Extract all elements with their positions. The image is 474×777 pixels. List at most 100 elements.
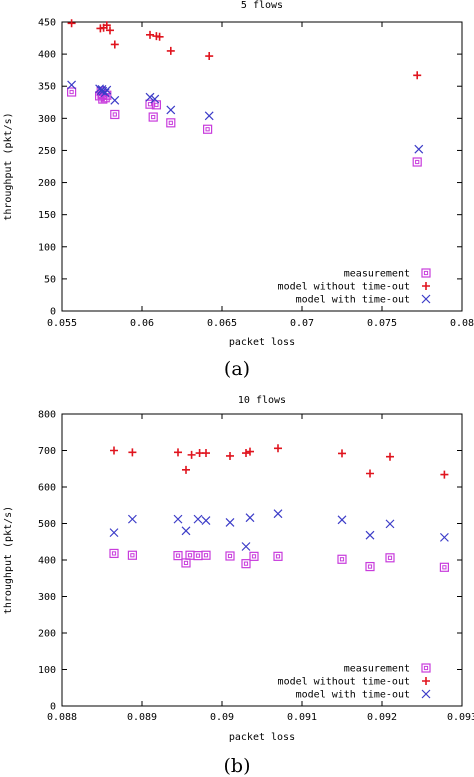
y-tick-label: 100: [38, 665, 56, 676]
x-tick-label: 0.092: [367, 712, 397, 723]
x-tick-label: 0.08: [450, 318, 474, 329]
point-model-with: [439, 532, 449, 542]
x-axis-label: packet loss: [229, 337, 295, 348]
x-tick-label: 0.093: [447, 712, 474, 723]
x-tick-label: 0.09: [210, 712, 234, 723]
y-tick-label: 100: [38, 242, 56, 253]
point-model-without: [67, 19, 76, 28]
y-tick-label: 400: [38, 556, 56, 567]
point-measurement: [203, 124, 213, 134]
x-tick-label: 0.088: [47, 712, 77, 723]
point-measurement: [365, 561, 375, 572]
point-measurement: [166, 118, 176, 128]
x-tick-label: 0.065: [207, 318, 237, 329]
y-tick-label: 200: [38, 178, 56, 189]
y-axis-label: throughput (pkt/s): [3, 506, 14, 614]
point-model-without: [386, 452, 394, 461]
point-model-with: [67, 80, 77, 90]
panel-b: 10 flows 0.088 0.089 0.09 0.091 0.092 0.093 0 10…: [3, 395, 474, 777]
point-measurement: [173, 551, 183, 561]
point-measurement: [185, 550, 195, 560]
y-axis-label: throughput (pkt/s): [3, 112, 14, 220]
x-tick-label: 0.06: [130, 318, 154, 329]
point-model-without: [440, 470, 449, 479]
point-model-with: [110, 95, 120, 105]
point-model-without: [366, 469, 374, 478]
point-measurement: [193, 551, 203, 561]
panel-caption: (a): [224, 358, 250, 380]
chart-title: 10 flows: [238, 395, 286, 406]
point-model-with: [181, 526, 191, 536]
legend-label-measurement: measurement: [344, 664, 410, 675]
point-model-without: [246, 447, 254, 456]
legend-marker-measurement: [421, 663, 431, 673]
point-model-with: [102, 85, 112, 95]
point-model-with: [225, 517, 235, 527]
x-axis-label: packet loss: [229, 732, 295, 743]
point-measurement: [145, 99, 155, 109]
point-model-without: [110, 446, 118, 455]
point-model-without: [205, 52, 214, 61]
point-measurement: [127, 550, 137, 560]
point-measurement: [148, 112, 158, 122]
point-model-with: [166, 105, 176, 115]
legend-label-model-with: model with time-out: [296, 295, 410, 306]
point-measurement: [66, 87, 77, 97]
point-measurement: [110, 109, 120, 120]
point-measurement: [181, 558, 191, 568]
point-model-without: [202, 449, 210, 458]
panel-a: 5 flows 0.055 0.06 0.065 0.07 0.075 0.08 0 50 100…: [3, 0, 474, 380]
point-model-without: [155, 32, 164, 41]
point-measurement: [241, 559, 251, 569]
y-tick-label: 0: [50, 702, 56, 713]
y-tick-label: 600: [38, 483, 56, 494]
point-model-with: [385, 519, 395, 529]
legend-label-model-without: model without time-out: [278, 282, 410, 293]
point-measurement: [337, 554, 347, 564]
point-model-without: [226, 451, 234, 460]
x-tick-label: 0.07: [290, 318, 314, 329]
point-measurement: [109, 548, 119, 559]
legend-label-model-without: model without time-out: [278, 677, 410, 688]
point-measurement: [273, 551, 283, 561]
y-tick-label: 500: [38, 519, 56, 530]
x-tick-label: 0.055: [47, 318, 77, 329]
y-tick-label: 50: [44, 274, 56, 285]
legend-label-model-with: model with time-out: [296, 690, 410, 701]
y-tick-label: 350: [38, 82, 56, 93]
point-measurement: [201, 550, 211, 560]
point-model-with: [109, 528, 119, 538]
point-model-with: [100, 88, 110, 98]
y-tick-label: 300: [38, 114, 56, 125]
point-model-with: [365, 530, 375, 540]
plot-area: [61, 21, 463, 312]
point-model-without: [102, 21, 111, 30]
point-measurement: [249, 551, 259, 561]
y-tick-label: 700: [38, 446, 56, 457]
legend-marker-model-without: [422, 677, 430, 685]
x-tick-label: 0.075: [367, 318, 397, 329]
legend-marker-model-with: [421, 689, 431, 699]
point-model-with: [273, 509, 283, 519]
point-model-without: [166, 46, 175, 55]
point-model-without: [187, 450, 196, 459]
chart-title: 5 flows: [241, 0, 283, 11]
y-tick-label: 200: [38, 629, 56, 640]
x-tick-label: 0.091: [287, 712, 317, 723]
y-tick-label: 300: [38, 592, 56, 603]
point-model-without: [242, 449, 250, 458]
point-measurement: [385, 553, 395, 563]
point-model-with: [241, 542, 251, 551]
y-tick-label: 800: [38, 410, 56, 421]
point-measurement: [412, 157, 422, 167]
point-model-without: [106, 26, 114, 35]
point-model-without: [338, 449, 346, 458]
point-model-with: [150, 94, 160, 104]
point-model-without: [182, 465, 190, 474]
point-model-with: [204, 111, 214, 121]
point-model-with: [193, 514, 203, 524]
y-tick-label: 250: [38, 146, 56, 157]
point-model-with: [127, 514, 137, 524]
y-tick-label: 400: [38, 50, 56, 61]
